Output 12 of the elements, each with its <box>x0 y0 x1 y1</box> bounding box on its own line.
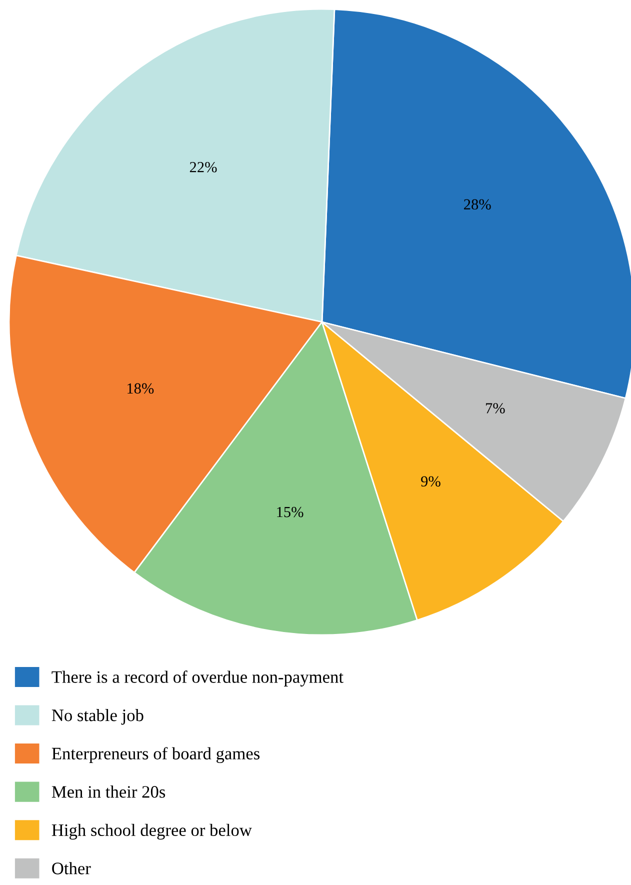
data-label: 15% <box>277 506 304 518</box>
data-label: 28% <box>464 199 491 210</box>
data-label: 22% <box>190 162 217 172</box>
data-label: 7% <box>486 403 505 414</box>
legend-label: No stable job <box>52 708 144 725</box>
legend-label: There is a record of overdue non-payment <box>52 670 344 686</box>
data-label: 9% <box>421 476 440 487</box>
legend-label: Other <box>52 862 91 874</box>
legend-label: Men in their 20s <box>52 786 166 798</box>
legend-label: High school degree or below <box>52 824 252 840</box>
legend-label: Enterpreneurs of board games <box>52 747 260 764</box>
data-label: 18% <box>128 383 154 394</box>
